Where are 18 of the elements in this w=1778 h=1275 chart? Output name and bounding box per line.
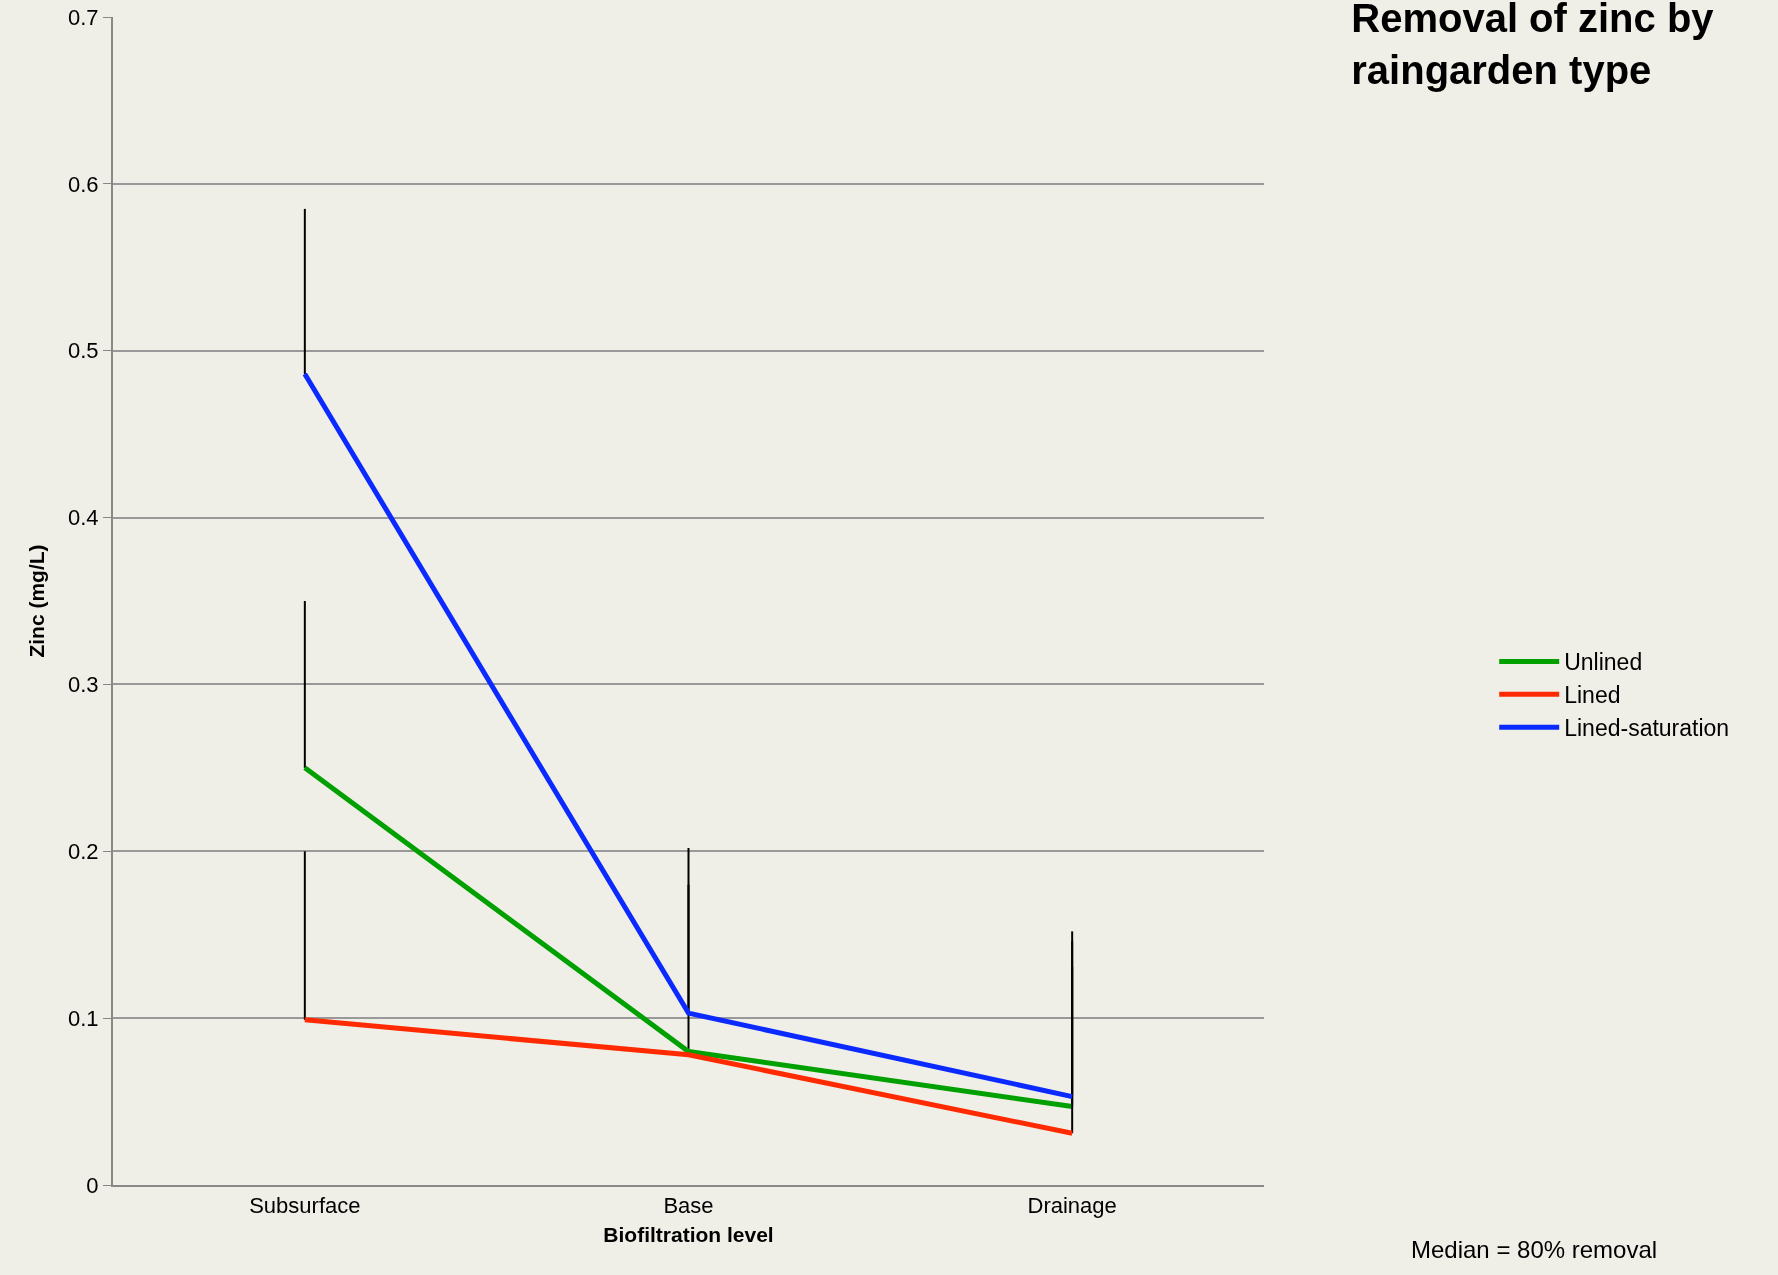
legend-label: Lined [1564,682,1621,709]
x-axis-title: Biofiltration level [603,1223,774,1247]
y-axis-title: Zinc (mg/L) [24,544,48,658]
y-tick-label: 0.6 [68,171,99,197]
y-tick-label: 0.3 [68,672,99,698]
y-tick-label: 0.1 [68,1005,99,1031]
y-tick-label: 0.5 [68,338,99,364]
y-tick-label: 0.4 [68,505,99,531]
x-tick-label: Drainage [1027,1193,1117,1219]
x-tick-label: Subsurface [249,1193,361,1219]
legend-label: Unlined [1564,649,1643,676]
text: Removal of zinc by raingarden type [1351,0,1715,92]
text: Median = 80% removal [1411,1236,1658,1263]
y-tick-label: 0 [86,1172,99,1198]
x-tick-label: Base [663,1193,714,1219]
y-tick-label: 0.2 [68,838,99,864]
y-tick-label: 0.7 [68,4,99,30]
legend-label: Lined-saturation [1564,715,1730,742]
